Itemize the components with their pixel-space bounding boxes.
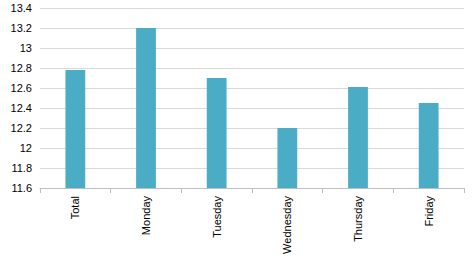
svg-text:Monday: Monday bbox=[140, 196, 152, 236]
svg-text:13.2: 13.2 bbox=[11, 22, 32, 34]
svg-text:Friday: Friday bbox=[423, 196, 435, 227]
svg-text:12.8: 12.8 bbox=[11, 62, 32, 74]
svg-text:Thursday: Thursday bbox=[352, 196, 364, 242]
svg-text:12.4: 12.4 bbox=[11, 102, 32, 114]
svg-text:13: 13 bbox=[20, 42, 32, 54]
svg-text:Wednesday: Wednesday bbox=[281, 196, 293, 254]
svg-text:12.2: 12.2 bbox=[11, 122, 32, 134]
svg-text:13.4: 13.4 bbox=[11, 2, 32, 14]
svg-text:12: 12 bbox=[20, 142, 32, 154]
svg-text:11.8: 11.8 bbox=[11, 162, 32, 174]
svg-text:Total: Total bbox=[69, 196, 81, 219]
svg-text:Tuesday: Tuesday bbox=[211, 196, 223, 238]
svg-text:11.6: 11.6 bbox=[11, 182, 32, 194]
svg-text:12.6: 12.6 bbox=[11, 82, 32, 94]
